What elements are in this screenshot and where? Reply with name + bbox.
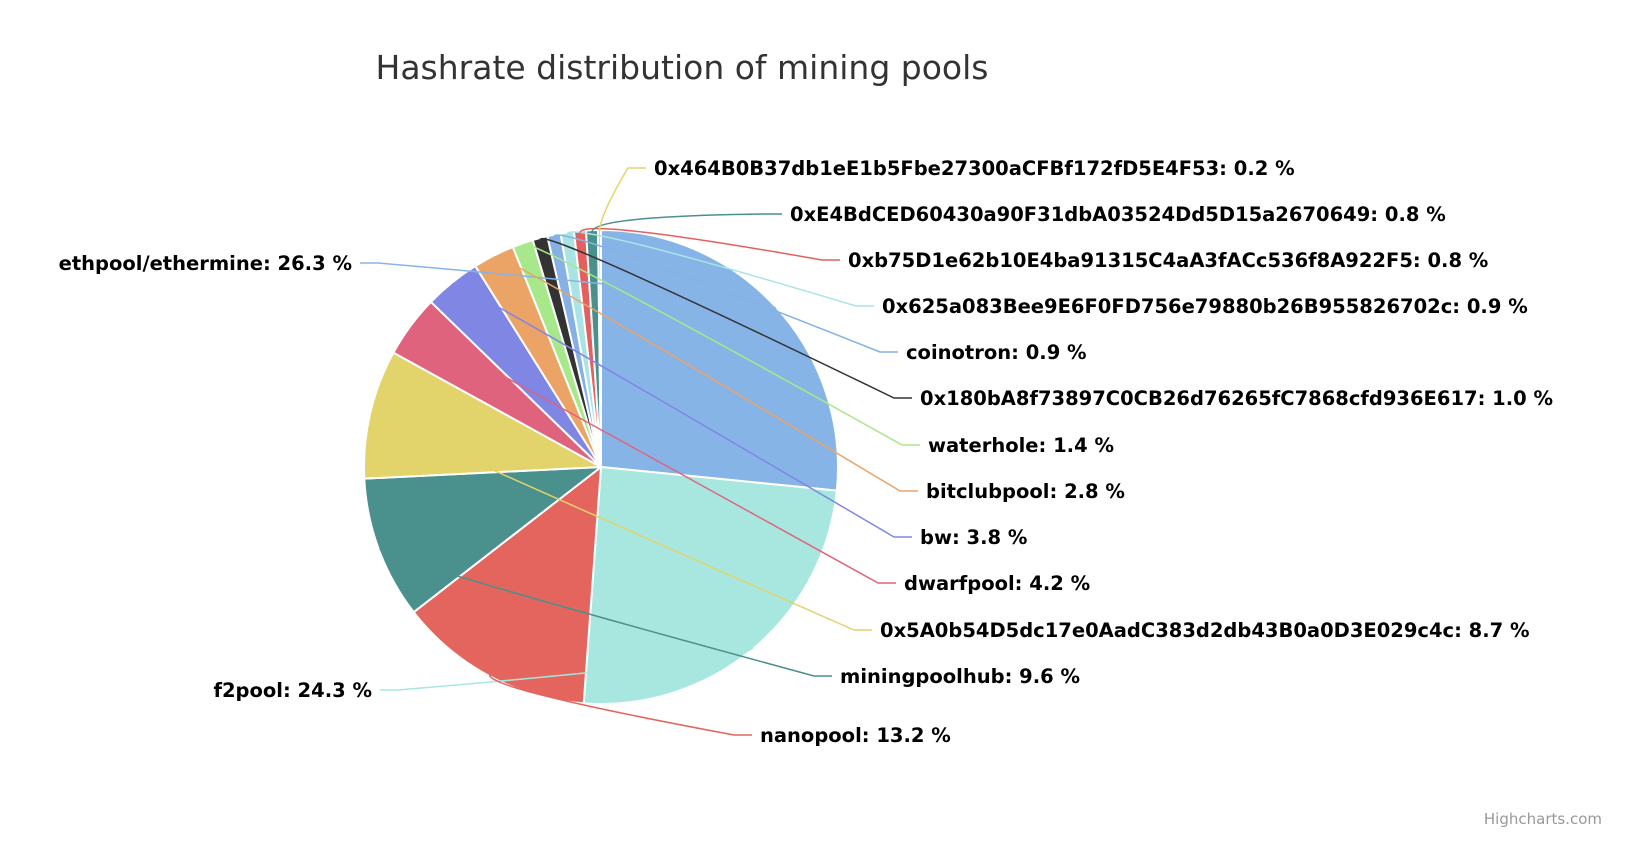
data-label: 0x464B0B37db1eE1b5Fbe27300aCFBf172fD5E4F… <box>654 157 1295 180</box>
data-label: 0xb75D1e62b10E4ba91315C4aA3fACc536f8A922… <box>848 249 1488 272</box>
data-labels: ethpool/ethermine: 26.3 % f2pool: 24.3 % n… <box>59 157 1553 747</box>
pie-slice[interactable] <box>363 351 602 480</box>
label-connector <box>380 646 754 691</box>
highcharts-credit[interactable]: Highcharts.com <box>1484 810 1602 828</box>
label-connector <box>522 243 920 446</box>
data-label: bw: 3.8 % <box>920 526 1027 549</box>
label-connector <box>493 256 918 492</box>
label-connector <box>360 262 777 311</box>
data-label: 0x180bA8f73897C0CB26d76265fC7868cfd936E6… <box>920 387 1553 410</box>
data-label: ethpool/ethermine: 26.3 % <box>59 252 352 275</box>
label-connector <box>553 234 898 353</box>
label-connector <box>452 282 912 538</box>
data-label: nanopool: 13.2 % <box>760 724 951 747</box>
pie-slice[interactable] <box>600 229 839 492</box>
chart-title: Hashrate distribution of mining pools <box>376 48 989 87</box>
label-connectors <box>360 167 920 736</box>
data-label: dwarfpool: 4.2 % <box>904 572 1090 595</box>
data-label: 0xE4BdCED60430a90F31dbA03524Dd5D15a26706… <box>790 203 1446 226</box>
label-connector <box>566 231 874 307</box>
pie-slice[interactable] <box>363 466 602 614</box>
label-connector <box>411 326 896 584</box>
data-label: f2pool: 24.3 % <box>213 679 372 702</box>
data-label: waterhole: 1.4 % <box>928 434 1114 457</box>
label-connector <box>379 547 832 677</box>
data-label: coinotron: 0.9 % <box>906 341 1087 364</box>
label-connector <box>489 673 752 736</box>
data-label: bitclubpool: 2.8 % <box>926 480 1125 503</box>
label-connector <box>598 167 646 233</box>
label-connector <box>370 413 872 631</box>
label-connector <box>539 237 912 399</box>
data-label: miningpoolhub: 9.6 % <box>840 665 1080 688</box>
pie-slices <box>363 229 839 705</box>
data-label: 0x5A0b54D5dc17e0AadC383d2db43B0a0D3E029c… <box>880 619 1530 642</box>
pie-slice[interactable] <box>582 466 838 705</box>
label-connector <box>579 227 840 261</box>
data-label: 0x625a083Bee9E6F0FD756e79880b26B95582670… <box>882 295 1528 318</box>
label-connector <box>591 213 782 233</box>
